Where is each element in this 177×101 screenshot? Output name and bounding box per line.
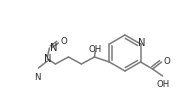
Text: O: O — [164, 56, 170, 66]
Text: OH: OH — [157, 80, 170, 89]
Text: O: O — [60, 37, 67, 46]
Text: N: N — [34, 73, 41, 82]
Text: N: N — [50, 43, 58, 53]
Text: OH: OH — [89, 45, 102, 54]
Text: N: N — [138, 38, 145, 48]
Text: N: N — [44, 54, 51, 64]
